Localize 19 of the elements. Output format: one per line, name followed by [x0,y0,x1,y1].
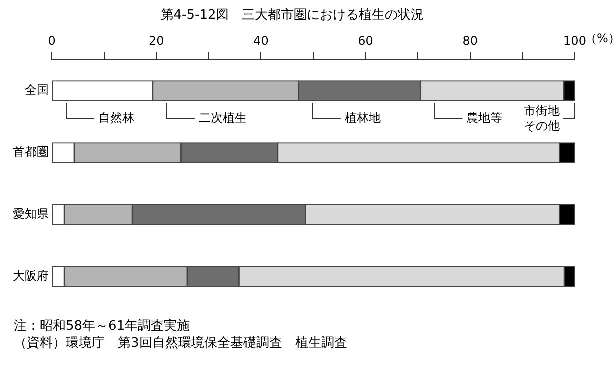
series-label: 市街地その他 [524,104,560,134]
y-tick-label: 大阪府 [13,268,49,283]
series-label: 農地等 [466,111,503,126]
y-tick-label: 愛知県 [13,207,49,221]
x-tick-label: 60 [358,34,374,48]
x-tick-label: 20 [148,34,164,48]
y-tick-label: 首都圏 [13,145,49,160]
series-label: 植林地 [344,111,381,126]
text: （資料）環境庁 第3回自然環境保全基礎調査 植生調査 [14,335,348,352]
x-tick-label: 40 [254,34,269,48]
x-tick-label: 100 [564,34,586,48]
x-axis-title: （%） [585,32,615,46]
x-tick-label: 80 [462,34,478,48]
series-label: 自然林 [98,111,134,126]
text: 注：昭和58年～61年調査実施 [14,318,192,335]
series-label: 二次植生 [198,111,247,126]
x-tick-label: 0 [48,34,56,48]
chart-title: 第4-5-12図 三大都市圏における植生の状況 [160,8,424,24]
y-tick-label: 全国 [25,83,49,98]
